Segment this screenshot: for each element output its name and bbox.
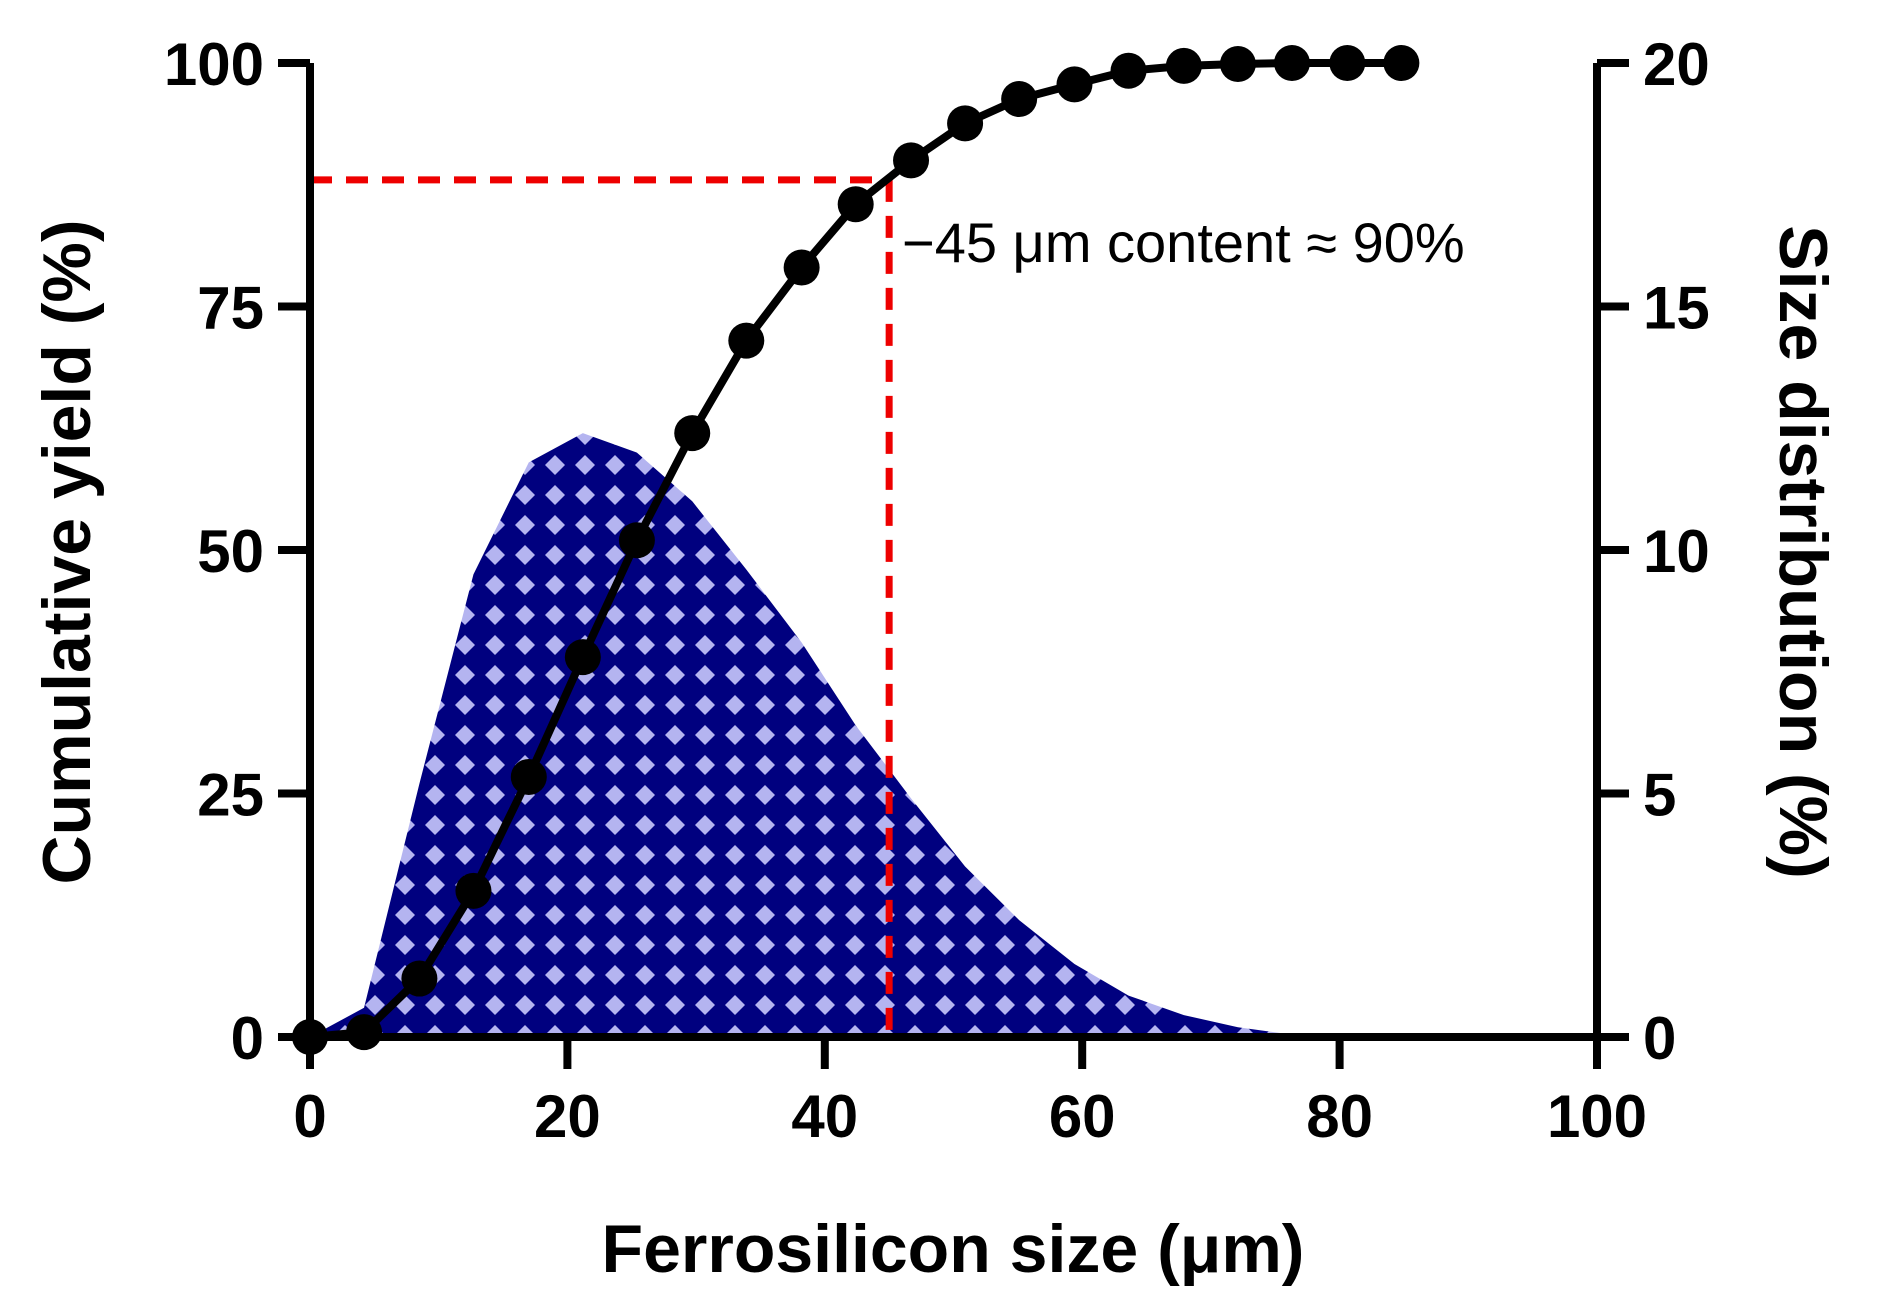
- cumulative-yield-point: [401, 960, 438, 997]
- y-left-tick-label: 100: [164, 31, 264, 98]
- y-right-tick-label: 20: [1643, 31, 1710, 98]
- cumulative-yield-point: [618, 522, 655, 559]
- y-right-tick-label: 10: [1643, 518, 1710, 585]
- y-right-tick-label: 15: [1643, 275, 1710, 342]
- cumulative-yield-point: [564, 639, 601, 676]
- x-tick-label: 100: [1547, 1083, 1647, 1150]
- cumulative-yield-point: [1383, 45, 1420, 81]
- y-left-tick-label: 50: [197, 518, 264, 585]
- x-tick-label: 0: [293, 1083, 326, 1150]
- axes: 0 20 40 60 80 100 0 25 50 75 100 0 5 10 15 20: [164, 31, 1710, 1150]
- cumulative-yield-point: [1165, 47, 1202, 84]
- cumulative-yield-point: [1219, 45, 1256, 82]
- y-left-tick-label: 25: [197, 762, 264, 829]
- cumulative-yield-point: [674, 415, 711, 452]
- size-distribution-area: [310, 433, 1402, 1037]
- y-right-tick-label: 0: [1643, 1005, 1676, 1072]
- y-left-tick-label: 0: [231, 1005, 264, 1072]
- cumulative-yield-point: [893, 142, 930, 179]
- cumulative-yield-point: [837, 186, 874, 223]
- cumulative-yield-point: [1110, 52, 1147, 89]
- cumulative-yield-point: [1329, 45, 1366, 81]
- cumulative-yield-point: [346, 1014, 383, 1051]
- y-right-axis-title: Size distribution (%): [1765, 225, 1841, 879]
- annotation-text: −45 μm content ≈ 90%: [902, 211, 1465, 274]
- y-left-axis-title: Cumulative yield (%): [29, 219, 105, 884]
- cumulative-yield-point: [1273, 45, 1310, 81]
- x-tick-label: 80: [1306, 1083, 1373, 1150]
- x-tick-label: 40: [791, 1083, 858, 1150]
- x-tick-label: 20: [534, 1083, 601, 1150]
- cumulative-yield-layer: [292, 45, 1420, 1055]
- cumulative-yield-point: [1001, 81, 1038, 118]
- cumulative-yield-point: [783, 249, 820, 286]
- cumulative-yield-point: [947, 105, 984, 142]
- reference-lines: [310, 176, 893, 1037]
- size-distribution-layer: [310, 433, 1402, 1037]
- cumulative-yield-point: [1056, 66, 1093, 103]
- cumulative-yield-point: [510, 758, 547, 795]
- x-tick-label: 60: [1049, 1083, 1116, 1150]
- y-right-tick-label: 5: [1643, 762, 1676, 829]
- cumulative-yield-point: [455, 872, 492, 909]
- x-axis-title: Ferrosilicon size (μm): [602, 1211, 1305, 1287]
- y-left-tick-label: 75: [197, 275, 264, 342]
- cumulative-yield-point: [728, 322, 765, 359]
